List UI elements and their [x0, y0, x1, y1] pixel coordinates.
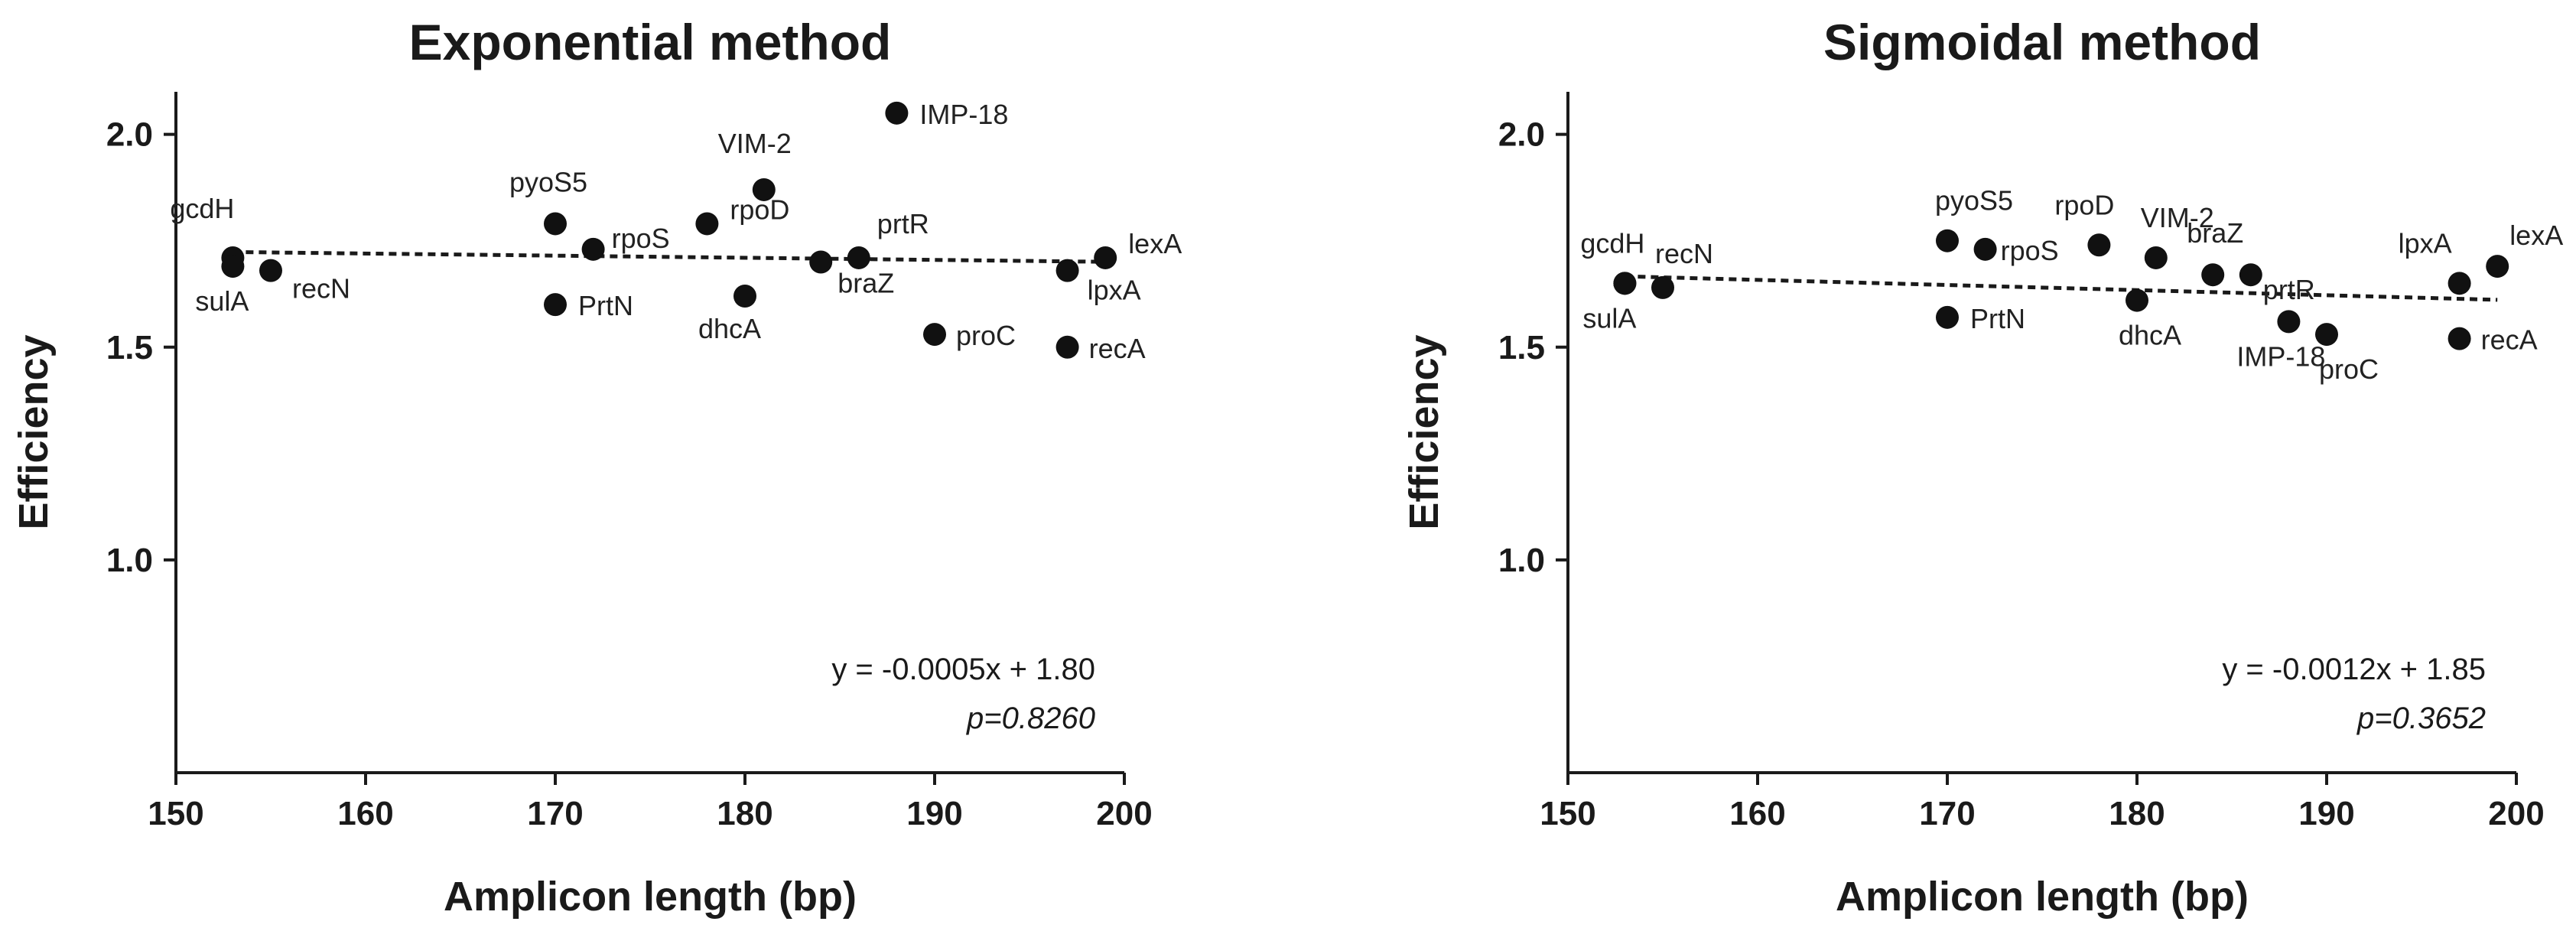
data-point-recn — [259, 259, 282, 282]
point-label-lexa: lexA — [1128, 228, 1182, 259]
p-value: p=0.8260 — [966, 702, 1095, 735]
data-point-proc — [2315, 323, 2338, 347]
regression-equation: y = -0.0005x + 1.80 — [831, 653, 1095, 686]
point-label-braz: braZ — [838, 268, 894, 299]
data-point-sula — [1613, 272, 1637, 295]
data-point-prtn — [544, 293, 567, 317]
point-label-prtr: prtR — [2263, 274, 2315, 305]
point-label-reca: recA — [1089, 333, 1146, 364]
point-label-gcdh: gcdH — [170, 193, 234, 224]
data-point-rpod — [2087, 233, 2111, 257]
data-point-proc — [923, 323, 946, 347]
data-point-imp-18 — [885, 101, 909, 125]
point-label-braz: braZ — [2187, 217, 2243, 249]
x-tick-label: 170 — [527, 795, 583, 832]
data-point-prtr — [2239, 263, 2262, 287]
data-point-pyos5 — [1936, 229, 1959, 252]
y-tick-label: 1.0 — [1498, 542, 1545, 579]
point-label-reca: recA — [2481, 324, 2538, 356]
point-label-imp-18: IMP-18 — [2236, 340, 2325, 372]
x-tick-label: 200 — [2488, 795, 2544, 832]
x-tick-label: 180 — [2109, 795, 2165, 832]
data-point-dhca — [2126, 288, 2148, 312]
point-label-rpod: rpoD — [2054, 189, 2114, 220]
y-tick-label: 2.0 — [1498, 116, 1545, 154]
point-label-imp-18: IMP-18 — [919, 99, 1008, 130]
y-axis-title: Efficiency — [11, 334, 57, 529]
data-point-recn — [1651, 275, 1674, 299]
chart-sigmoidal: Sigmoidal method 150 160 170 180 190 200 1.0 1.5… — [1401, 14, 2563, 920]
x-tick-label: 200 — [1096, 795, 1152, 832]
data-point-vim-2 — [2144, 246, 2168, 269]
data-point-reca — [1055, 335, 1079, 359]
regression-equation: y = -0.0012x + 1.85 — [2222, 653, 2486, 686]
point-label-vim-2: VIM-2 — [2141, 202, 2214, 233]
x-tick-label: 160 — [337, 795, 393, 832]
point-label-vim-2: VIM-2 — [718, 128, 792, 159]
x-tick-label: 150 — [1540, 795, 1595, 832]
p-value: p=0.3652 — [2356, 702, 2486, 735]
data-point-prtn — [1936, 305, 1959, 329]
trend-line — [233, 249, 1106, 264]
point-label-recn: recN — [1655, 238, 1713, 269]
x-tick-label: 190 — [906, 795, 962, 832]
point-label-prtr: prtR — [877, 208, 929, 239]
y-tick-label: 1.5 — [106, 329, 153, 366]
point-label-proc: proC — [2319, 353, 2379, 385]
chart-title: Exponential method — [409, 14, 892, 70]
point-label-proc: proC — [956, 320, 1016, 351]
point-label-lexa: lexA — [2509, 220, 2563, 251]
point-label-sula: sulA — [195, 285, 249, 317]
data-point-rpos — [1973, 237, 1997, 261]
y-axis-title: Efficiency — [1401, 334, 1447, 529]
y-tick-label: 1.5 — [1498, 329, 1545, 366]
data-point-lpxa — [1055, 259, 1079, 282]
trend-line — [1625, 274, 2498, 302]
point-label-pyos5: pyoS5 — [509, 166, 587, 197]
data-point-braz — [809, 250, 833, 274]
x-tick-label: 160 — [1729, 795, 1785, 832]
point-label-lpxa: lpxA — [2399, 227, 2452, 259]
x-tick-label: 150 — [148, 795, 203, 832]
data-point-lexa — [1094, 246, 1117, 269]
y-tick-label: 1.0 — [106, 542, 153, 579]
data-point-rpod — [695, 212, 719, 236]
data-point-imp-18 — [2277, 310, 2301, 334]
point-label-recn: recN — [292, 273, 350, 304]
data-point-sula — [221, 255, 245, 278]
point-label-pyos5: pyoS5 — [1935, 185, 2013, 217]
data-point-dhca — [733, 285, 756, 308]
data-point-rpos — [581, 237, 605, 261]
data-point-vim-2 — [752, 177, 776, 201]
x-tick-label: 170 — [1919, 795, 1975, 832]
point-label-rpos: rpoS — [612, 223, 670, 254]
data-point-lpxa — [2448, 272, 2471, 295]
x-tick-label: 190 — [2298, 795, 2354, 832]
data-point-prtr — [847, 246, 870, 269]
point-label-lpxa: lpxA — [1088, 275, 1141, 306]
point-label-prtn: PrtN — [578, 290, 633, 321]
data-point-pyos5 — [544, 212, 567, 236]
x-axis-title: Amplicon length (bp) — [1836, 874, 2249, 920]
y-tick-label: 2.0 — [106, 116, 153, 154]
point-label-dhca: dhcA — [2119, 320, 2181, 351]
point-label-prtn: PrtN — [1970, 303, 2025, 334]
data-point-reca — [2448, 327, 2471, 350]
data-point-braz — [2201, 263, 2225, 287]
point-label-sula: sulA — [1582, 302, 1636, 334]
data-point-lexa — [2486, 255, 2509, 278]
point-label-dhca: dhcA — [698, 313, 761, 344]
x-tick-label: 180 — [717, 795, 772, 832]
chart-exponential: Exponential method 150 160 170 180 190 200 1.0 1… — [11, 14, 1182, 920]
point-label-rpos: rpoS — [2001, 235, 2059, 266]
chart-title: Sigmoidal method — [1823, 14, 2261, 70]
point-label-gcdh: gcdH — [1580, 227, 1644, 259]
x-axis-title: Amplicon length (bp) — [444, 874, 857, 920]
